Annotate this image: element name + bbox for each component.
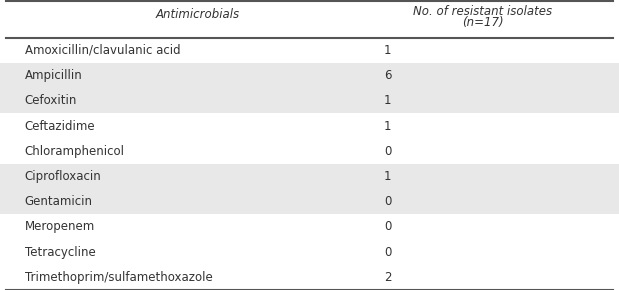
Text: Meropenem: Meropenem [25, 220, 95, 233]
Text: 0: 0 [384, 195, 391, 208]
Text: 2: 2 [384, 271, 391, 284]
Text: Antimicrobials: Antimicrobials [156, 8, 240, 21]
Text: Ceftazidime: Ceftazidime [25, 119, 95, 133]
Bar [0, 63, 619, 88]
Text: Ampicillin: Ampicillin [25, 69, 82, 82]
Text: 1: 1 [384, 44, 391, 57]
Text: Chloramphenicol: Chloramphenicol [25, 145, 125, 158]
Text: Cefoxitin: Cefoxitin [25, 94, 77, 107]
Bar [0, 164, 619, 189]
Text: Gentamicin: Gentamicin [25, 195, 93, 208]
Bar [0, 189, 619, 214]
Text: 1: 1 [384, 119, 391, 133]
Text: 0: 0 [384, 220, 391, 233]
Text: Ciprofloxacin: Ciprofloxacin [25, 170, 102, 183]
Text: (n=17): (n=17) [462, 16, 504, 29]
Text: Tetracycline: Tetracycline [25, 246, 95, 259]
Bar [0, 88, 619, 113]
Text: 6: 6 [384, 69, 391, 82]
Text: No. of resistant isolates: No. of resistant isolates [413, 5, 552, 18]
Text: 1: 1 [384, 170, 391, 183]
Text: 1: 1 [384, 94, 391, 107]
Text: 0: 0 [384, 145, 391, 158]
Text: Amoxicillin/clavulanic acid: Amoxicillin/clavulanic acid [25, 44, 180, 57]
Text: 0: 0 [384, 246, 391, 259]
Text: Trimethoprim/sulfamethoxazole: Trimethoprim/sulfamethoxazole [25, 271, 212, 284]
